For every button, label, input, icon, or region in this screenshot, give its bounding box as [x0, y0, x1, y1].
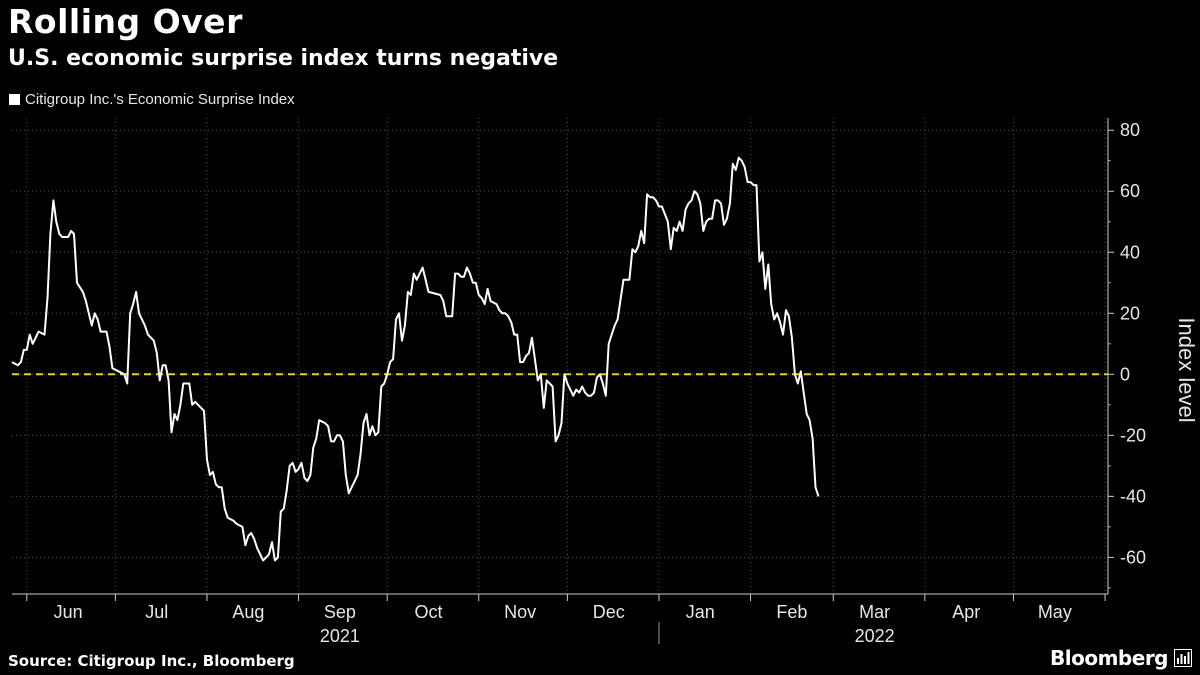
legend-label: Citigroup Inc.'s Economic Surprise Index — [25, 91, 295, 108]
x-tick-label: Apr — [952, 602, 980, 622]
y-tick-label: 60 — [1120, 181, 1140, 201]
x-tick-label: Jul — [145, 602, 168, 622]
legend-swatch — [9, 94, 20, 105]
y-tick-label: -40 — [1120, 486, 1146, 506]
x-tick-label: Oct — [415, 602, 443, 622]
x-tick-label: Mar — [859, 602, 890, 622]
legend: Citigroup Inc.'s Economic Surprise Index — [9, 91, 295, 108]
x-tick-label: May — [1038, 602, 1072, 622]
chart-subtitle: U.S. economic surprise index turns negat… — [8, 46, 559, 71]
x-tick-label: Jan — [686, 602, 715, 622]
y-tick-label: 80 — [1120, 120, 1140, 140]
x-tick-label: Jun — [54, 602, 83, 622]
year-label: 2021 — [320, 626, 360, 646]
series-line — [11, 156, 820, 562]
y-tick-label: -60 — [1120, 547, 1146, 567]
x-tick-label: Nov — [504, 602, 536, 622]
x-tick-label: Sep — [324, 602, 356, 622]
y-tick-label: 0 — [1120, 364, 1130, 384]
x-tick-label: Feb — [776, 602, 807, 622]
terminal-icon — [1174, 649, 1192, 667]
brand-logo-text: Bloomberg — [1050, 646, 1168, 670]
y-tick-label: 40 — [1120, 242, 1140, 262]
year-label: 2022 — [855, 626, 895, 646]
brand: Bloomberg — [1050, 646, 1192, 670]
chart-title: Rolling Over — [8, 2, 243, 41]
y-tick-label: 20 — [1120, 303, 1140, 323]
y-axis-title: Index level — [1174, 317, 1199, 423]
y-tick-label: -20 — [1120, 425, 1146, 445]
x-tick-label: Dec — [593, 602, 625, 622]
x-tick-label: Aug — [232, 602, 264, 622]
source-note: Source: Citigroup Inc., Bloomberg — [8, 652, 295, 670]
